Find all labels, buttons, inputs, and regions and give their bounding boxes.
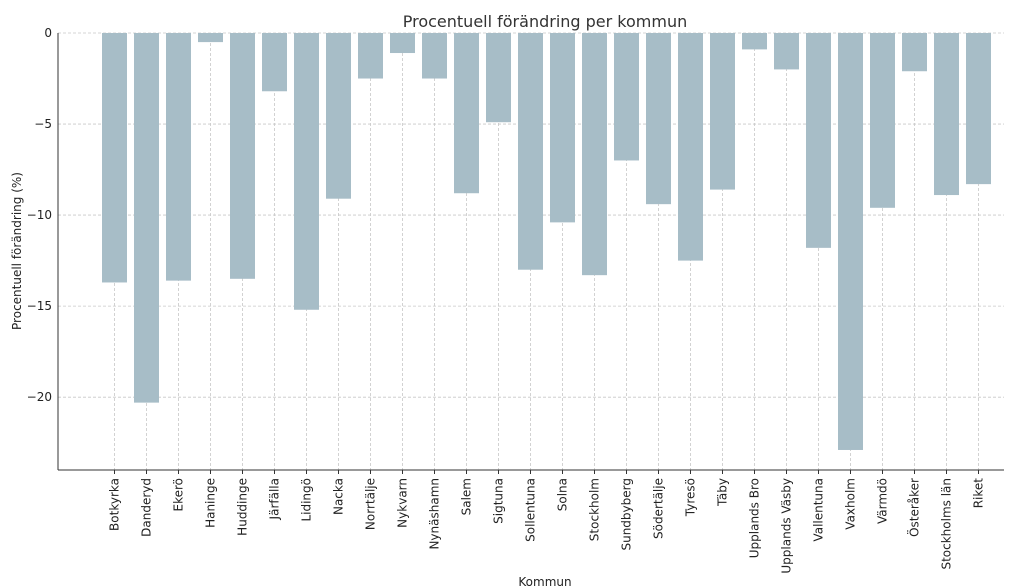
bar <box>294 33 319 310</box>
bar <box>966 33 991 185</box>
bars <box>102 33 991 450</box>
bar <box>646 33 671 205</box>
bar <box>678 33 703 261</box>
x-tick-label: Tyresö <box>684 478 698 517</box>
x-tick-label: Täby <box>716 478 730 507</box>
y-tick-labels: 0 −5 −10 −15 −20 <box>27 26 52 404</box>
bar <box>358 33 383 79</box>
bar <box>326 33 351 199</box>
x-tick-label: Botkyrka <box>108 478 122 531</box>
y-tick-label: −10 <box>27 208 52 222</box>
x-tick-label: Danderyd <box>140 478 154 537</box>
x-tick-label: Stockholms län <box>940 478 954 570</box>
x-tick-label: Sigtuna <box>492 478 506 524</box>
x-tick-label: Riket <box>972 478 986 509</box>
x-tick-label: Värmdö <box>876 478 890 524</box>
x-tick-label: Huddinge <box>236 478 250 536</box>
x-tick-label: Sollentuna <box>524 478 538 542</box>
x-tick-label: Upplands Bro <box>748 478 762 558</box>
x-tick-label: Stockholm <box>588 478 602 541</box>
x-tick-label: Sundbyberg <box>620 478 634 551</box>
x-tick-label: Salem <box>460 478 474 515</box>
x-tick-label: Upplands Väsby <box>780 478 794 574</box>
x-tick-label: Lidingö <box>300 478 314 522</box>
bar <box>198 33 223 43</box>
bar <box>582 33 607 276</box>
bar <box>614 33 639 161</box>
x-tick-labels: Botkyrka Danderyd Ekerö Haninge Huddinge Järf… <box>108 470 986 574</box>
bar <box>934 33 959 196</box>
bar <box>902 33 927 72</box>
y-tick-label: −20 <box>27 390 52 404</box>
bar <box>742 33 767 50</box>
bar <box>774 33 799 70</box>
bar <box>134 33 159 403</box>
x-tick-label: Nykvarn <box>396 478 410 528</box>
bar <box>838 33 863 450</box>
x-tick-label: Nynäshamn <box>428 478 442 550</box>
x-tick-label: Norrtälje <box>364 478 378 530</box>
x-tick-label: Nacka <box>332 478 346 515</box>
x-axis-title: Kommun <box>518 575 571 588</box>
y-tick-label: 0 <box>44 26 52 40</box>
y-axis-title: Procentuell förändring (%) <box>10 172 24 330</box>
bar <box>102 33 127 283</box>
bar <box>166 33 191 281</box>
bar <box>422 33 447 79</box>
y-tick-label: −15 <box>27 299 52 313</box>
x-tick-label: Södertälje <box>652 478 666 539</box>
bar <box>262 33 287 92</box>
x-tick-label: Solna <box>556 478 570 511</box>
x-tick-label: Haninge <box>204 478 218 528</box>
y-tick-label: −5 <box>34 117 52 131</box>
bar <box>710 33 735 190</box>
x-tick-label: Ekerö <box>172 478 186 512</box>
bar <box>454 33 479 194</box>
bar <box>870 33 895 208</box>
bar <box>390 33 415 54</box>
bar <box>486 33 511 123</box>
x-tick-label: Österåker <box>906 478 922 537</box>
x-tick-label: Vaxholm <box>844 478 858 530</box>
bar <box>550 33 575 223</box>
bar <box>518 33 543 270</box>
bar <box>806 33 831 248</box>
chart-title: Procentuell förändring per kommun <box>403 12 688 31</box>
x-tick-label: Järfälla <box>268 478 282 520</box>
x-tick-label: Vallentuna <box>812 478 826 542</box>
bar <box>230 33 255 279</box>
